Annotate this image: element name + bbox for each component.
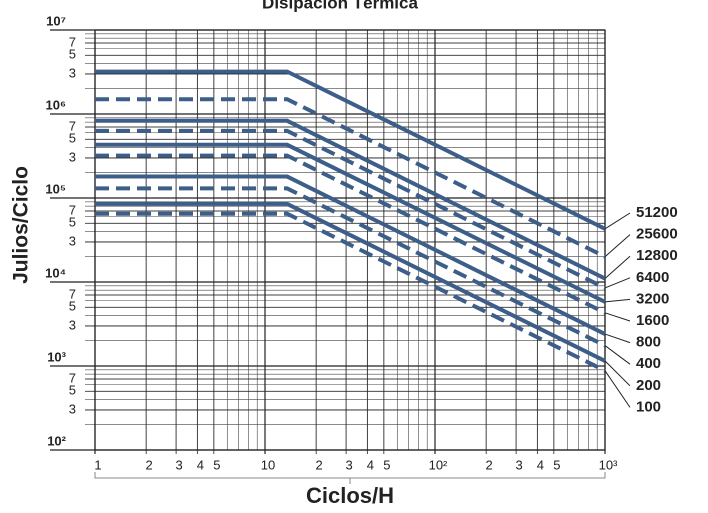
x-tick-label: 5 [553,457,560,472]
x-tick-label: 5 [383,457,390,472]
y-tick-label: 7 [69,286,76,301]
leader-line [604,345,631,365]
x-tick-label: 2 [146,457,153,472]
series-label: 1600 [636,312,669,329]
y-tick-label: 10⁷ [46,13,66,28]
x-tick-label: 3 [515,457,522,472]
y-tick-label: 10³ [47,349,66,364]
y-tick-label: 10⁴ [45,265,66,280]
y-tick-label: 3 [69,317,76,332]
y-tick-label: 3 [69,401,76,416]
series-line [95,128,606,290]
series-line [95,186,606,348]
series-line [95,142,606,304]
y-tick-label: 10⁶ [46,97,66,112]
series-label: 800 [636,334,661,351]
y-tick-label: 7 [69,118,76,133]
leader-line [604,360,631,387]
leader-line [604,234,631,258]
leader-line [604,312,631,322]
x-tick-label: 1 [94,457,101,472]
x-axis-label: Ciclos/H [306,483,394,508]
leader-line [604,333,631,344]
y-tick-label: 5 [69,299,76,314]
series-label: 12800 [636,247,678,264]
leader-line [604,370,631,408]
series-label: 400 [636,355,661,372]
y-axis-label: Julios/Ciclo [10,166,33,284]
x-tick-label: 10 [261,457,275,472]
series-label: 200 [636,377,661,394]
series-label: 25600 [636,226,678,243]
y-tick-label: 3 [69,65,76,80]
series-label: 3200 [636,290,669,307]
series-label: 100 [636,398,661,415]
leader-line [604,212,631,230]
y-tick-label: 3 [69,149,76,164]
x-tick-label: 2 [486,457,493,472]
plot-frame [94,29,606,451]
x-tick-label: 4 [367,457,374,472]
series-line [95,201,606,363]
series-line [95,153,606,315]
y-tick-label: 5 [69,47,76,62]
y-tick-label: 7 [69,202,76,217]
series-line [95,97,606,259]
x-tick-label: 3 [175,457,182,472]
leader-line [604,277,631,289]
y-tick-label: 10⁵ [45,181,66,196]
leader-line [604,255,631,279]
y-tick-label: 7 [69,370,76,385]
x-tick-label: 5 [213,457,220,472]
leader-line [604,298,631,303]
series-line [95,69,606,231]
x-tick-label: 4 [537,457,544,472]
y-tick-label: 5 [69,383,76,398]
x-tick-label: 4 [197,457,204,472]
series-label: 6400 [636,269,669,286]
y-tick-label: 7 [69,34,76,49]
x-axis-bracket [94,472,606,484]
x-tick-label: 2 [316,457,323,472]
series-label: 51200 [636,204,678,221]
y-tick-label: 5 [69,215,76,230]
y-tick-label: 10² [47,433,66,448]
x-tick-label: 10³ [599,457,618,472]
y-tick-label: 3 [69,233,76,248]
series-line [95,118,606,281]
x-tick-label: 3 [345,457,352,472]
series-line [95,174,606,336]
x-tick-label: 10² [429,457,448,472]
series-line [95,211,606,373]
y-tick-label: 5 [69,131,76,146]
chart-title: Disipación Térmica [262,0,418,12]
